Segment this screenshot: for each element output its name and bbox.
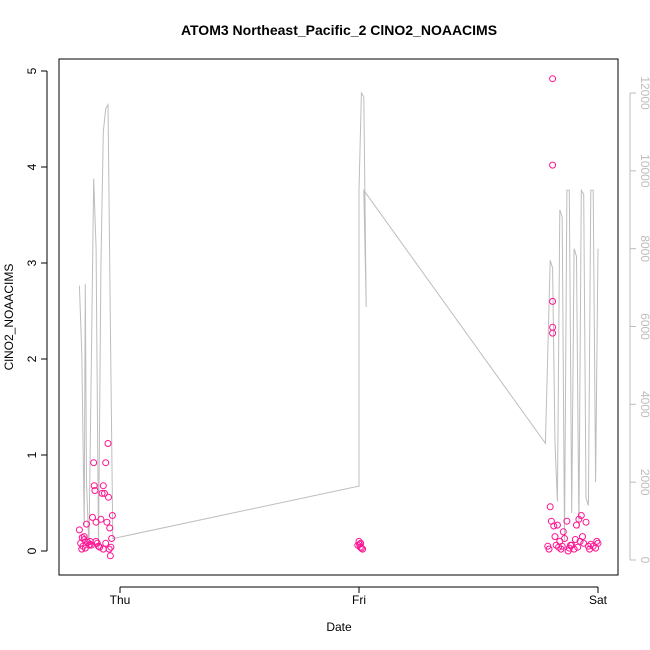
data-point bbox=[108, 512, 116, 519]
y-tick-label: 4 bbox=[25, 163, 39, 170]
data-point bbox=[563, 517, 571, 525]
line-series bbox=[78, 91, 599, 549]
data-point bbox=[98, 489, 106, 497]
x-tick-label: Thu bbox=[110, 593, 131, 607]
data-point bbox=[561, 535, 568, 542]
data-point bbox=[593, 537, 601, 545]
data-point bbox=[567, 541, 574, 549]
x-tick-label: Sat bbox=[589, 593, 608, 607]
data-point bbox=[103, 518, 111, 526]
data-point bbox=[573, 521, 580, 529]
data-point bbox=[357, 539, 365, 547]
data-point bbox=[95, 542, 102, 550]
y-axis-label: ClNO2_NOAACIMS bbox=[2, 264, 16, 371]
y-tick-label: 5 bbox=[25, 67, 39, 74]
data-point bbox=[97, 515, 105, 523]
data-point bbox=[577, 512, 585, 519]
data-point bbox=[102, 539, 110, 547]
y-tick-label: 3 bbox=[25, 259, 39, 266]
data-point bbox=[357, 544, 365, 552]
plot-frame bbox=[58, 58, 619, 576]
data-point bbox=[546, 503, 554, 511]
data-point bbox=[549, 297, 557, 305]
data-point bbox=[108, 535, 116, 542]
data-point bbox=[551, 533, 559, 541]
data-point bbox=[575, 515, 583, 523]
y2-tick-label: 2000 bbox=[638, 469, 650, 496]
data-point bbox=[87, 541, 95, 549]
data-point bbox=[91, 487, 99, 494]
data-point bbox=[96, 543, 104, 551]
data-point bbox=[104, 440, 112, 447]
data-point bbox=[80, 533, 88, 541]
data-point bbox=[102, 459, 110, 467]
data-point bbox=[83, 520, 90, 528]
scatter-series bbox=[75, 75, 602, 560]
data-point bbox=[570, 545, 578, 553]
data-point bbox=[574, 543, 582, 551]
data-point bbox=[550, 522, 558, 530]
data-point bbox=[106, 552, 114, 560]
data-point bbox=[557, 545, 565, 553]
y2-tick-label: 0 bbox=[638, 557, 650, 564]
data-point bbox=[99, 482, 107, 490]
data-point bbox=[90, 482, 98, 490]
y2-tick-label: 8000 bbox=[638, 235, 650, 262]
data-point bbox=[564, 547, 572, 555]
y2-tick-label: 10000 bbox=[638, 154, 650, 188]
data-point bbox=[582, 518, 590, 526]
data-point bbox=[559, 528, 567, 536]
y-tick-label: 0 bbox=[25, 547, 39, 554]
data-point bbox=[106, 524, 114, 532]
y2-tick-label: 12000 bbox=[638, 76, 650, 110]
data-point bbox=[86, 540, 94, 548]
data-point bbox=[105, 493, 112, 501]
data-point bbox=[549, 329, 557, 337]
data-point bbox=[101, 489, 108, 497]
data-point bbox=[107, 543, 115, 551]
data-point bbox=[90, 459, 98, 467]
data-point bbox=[549, 323, 557, 331]
data-point bbox=[549, 161, 557, 169]
data-point bbox=[553, 521, 561, 529]
data-point bbox=[576, 537, 584, 545]
data-point bbox=[594, 539, 602, 547]
series-line-path bbox=[78, 91, 599, 549]
x-axis-label: Date bbox=[326, 620, 352, 634]
data-point bbox=[85, 541, 93, 549]
x-tick-label: Fri bbox=[352, 593, 366, 607]
y2-tick-label: 4000 bbox=[638, 391, 650, 418]
data-point bbox=[586, 545, 594, 553]
axes: 0 1 2 3 4 5 0 2000 4000 6000 8000 10000 12000 Thu Fri S… bbox=[25, 67, 650, 607]
data-point bbox=[356, 540, 363, 548]
data-point bbox=[545, 545, 553, 553]
data-point bbox=[75, 526, 83, 534]
data-point bbox=[571, 536, 579, 543]
y-tick-label: 2 bbox=[25, 355, 39, 362]
data-point bbox=[89, 513, 96, 521]
chart-title: ATOM3 Northeast_Pacific_2 ClNO2_NOAACIMS bbox=[181, 22, 497, 38]
y2-tick-label: 6000 bbox=[638, 313, 650, 340]
data-point bbox=[549, 75, 557, 83]
y-tick-label: 1 bbox=[25, 451, 39, 458]
